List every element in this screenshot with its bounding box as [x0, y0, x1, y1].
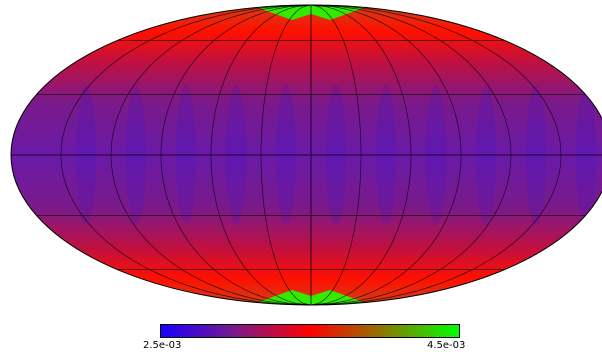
mollweide-sky-map [10, 4, 602, 306]
colorbar-min-label: 2.5e-03 [143, 340, 182, 351]
graticule [11, 4, 602, 306]
colorbar-max-label: 4.5e-03 [427, 340, 466, 351]
map-outline [10, 4, 602, 306]
colorbar [160, 324, 460, 338]
